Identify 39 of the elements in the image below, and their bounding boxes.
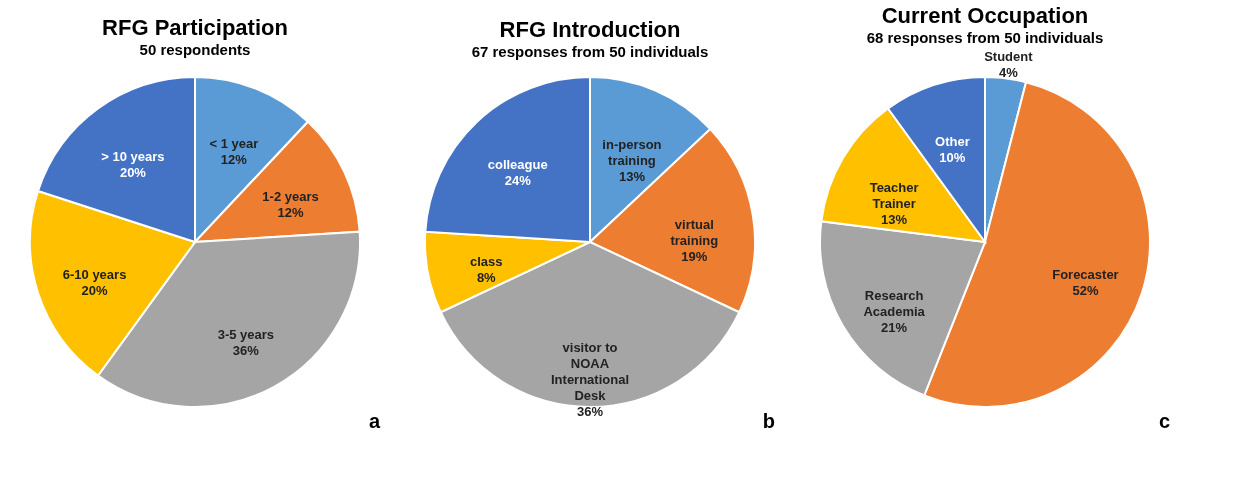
slice-label: class: [470, 253, 503, 269]
data-label: 12%: [277, 205, 304, 221]
data-label: 12%: [220, 151, 248, 167]
slice-label: > 10 years: [101, 148, 165, 164]
chart-subtitle: 68 responses from 50 individuals: [866, 29, 1104, 47]
slice-label: Other: [935, 133, 970, 149]
slice-label: visitor to NOAA International Desk: [550, 339, 630, 403]
slice-label: Research Academia: [863, 287, 926, 319]
slice-label: 1-2 years: [262, 189, 319, 205]
chart-title: RFG Participation: [102, 14, 288, 40]
slice-label: Forecaster: [1052, 266, 1119, 282]
slice-label: Teacher Trainer: [869, 180, 919, 212]
slice-label: < 1 year: [209, 135, 259, 151]
slice-label: virtual training: [670, 217, 719, 249]
chart-subtitle: 50 respondents: [139, 40, 251, 58]
slice-label: Student: [984, 49, 1034, 65]
text: a: [368, 410, 381, 432]
slice-label: in-person training: [602, 137, 662, 169]
data-label: 52%: [1072, 282, 1099, 298]
slice-label: colleague: [487, 157, 548, 173]
data-label: 36%: [232, 342, 260, 358]
data-label: 19%: [681, 249, 708, 265]
data-label: 20%: [81, 282, 109, 298]
chart-title: RFG Introduction: [499, 16, 681, 42]
data-label: 36%: [576, 403, 604, 419]
data-label: 21%: [881, 319, 908, 335]
data-label: 24%: [504, 173, 532, 189]
data-label: 13%: [881, 212, 908, 228]
data-label: 8%: [476, 269, 497, 285]
data-label: 13%: [618, 169, 646, 185]
slice-label: 3-5 years: [217, 326, 275, 342]
text: c: [1158, 410, 1170, 432]
text: b: [762, 410, 775, 432]
data-label: 10%: [939, 149, 966, 165]
slice-label: 6-10 years: [62, 266, 127, 282]
data-label: 20%: [119, 164, 147, 180]
data-label: 4%: [998, 65, 1019, 81]
chart-subtitle: 67 responses from 50 individuals: [471, 42, 709, 60]
chart-title: Current Occupation: [881, 3, 1089, 29]
